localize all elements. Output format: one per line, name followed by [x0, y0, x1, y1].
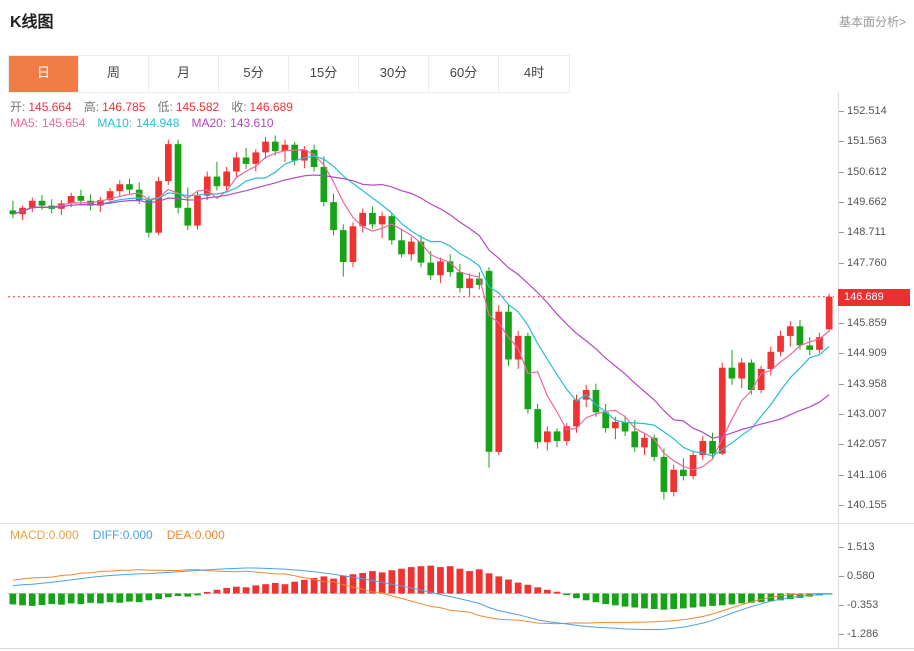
- ma10-readout: MA10: 144.948: [97, 116, 179, 130]
- tab-day[interactable]: 日: [9, 56, 79, 92]
- high-readout-value: 146.785: [102, 100, 146, 114]
- diff-readout: DIFF:0.000: [93, 528, 153, 542]
- diff-readout-label: DIFF:: [92, 528, 123, 542]
- open-readout-label: 开:: [10, 100, 26, 114]
- tab-60min[interactable]: 60分: [429, 56, 499, 92]
- open-readout-value: 145.664: [28, 100, 72, 114]
- macd-axis-label: 1.513: [839, 540, 911, 554]
- tab-4hour[interactable]: 4时: [523, 65, 545, 80]
- high-readout: 高: 146.785: [84, 100, 146, 114]
- macd-axis-label: -0.353: [839, 598, 911, 612]
- tab-30min[interactable]: 30分: [359, 56, 429, 92]
- price-axis-label: 151.563: [839, 134, 911, 148]
- price-axis-label: 143.007: [839, 407, 911, 421]
- dea-readout: DEA:0.000: [167, 528, 225, 542]
- macd-axis-label: 0.580: [839, 569, 911, 583]
- price-axis-label: 148.711: [839, 225, 911, 239]
- tab-week[interactable]: 周: [79, 56, 149, 92]
- price-axis-label: 150.612: [839, 165, 911, 179]
- dea-readout-label: DEA:: [166, 528, 195, 542]
- close-readout-label: 收:: [231, 100, 247, 114]
- tab-month[interactable]: 月: [149, 56, 219, 92]
- candlestick-chart-canvas[interactable]: [8, 96, 834, 520]
- ma-readout-row: MA5: 145.654 MA10: 144.948 MA20: 143.610: [10, 116, 286, 130]
- close-readout: 收: 146.689: [231, 100, 293, 114]
- ohlc-readout-row: 开: 145.664 高: 146.785 低: 145.582 收: 146.689: [10, 98, 305, 115]
- macd-panel: MACD:0.000 DIFF:0.000 DEA:0.000 1.513 0.580…: [0, 524, 914, 649]
- current-price-badge: 146.689: [838, 288, 910, 306]
- open-readout: 开: 145.664: [10, 100, 72, 114]
- macd-chart-canvas[interactable]: [8, 532, 834, 648]
- price-axis-label: 141.106: [839, 468, 911, 482]
- dea-readout-value: 0.000: [194, 528, 225, 542]
- macd-readout: MACD:0.000: [10, 528, 79, 542]
- main-candlestick-panel: 开: 145.664 高: 146.785 低: 145.582 收: 146.689 MA5…: [0, 92, 914, 524]
- tab-5min[interactable]: 5分: [219, 56, 289, 92]
- ma5-readout-label: MA5:: [10, 116, 39, 130]
- macd-readout-value: 0.000: [48, 528, 79, 542]
- ma5-readout: MA5: 145.654: [10, 116, 85, 130]
- price-axis-label: 152.514: [839, 104, 911, 118]
- macd-axis-label: -1.286: [839, 627, 911, 641]
- ma5-readout-value: 145.654: [42, 116, 86, 130]
- ma10-readout-label: MA10:: [97, 116, 133, 130]
- price-axis-label: 140.155: [839, 498, 911, 512]
- macd-readout-row: MACD:0.000 DIFF:0.000 DEA:0.000: [10, 528, 239, 542]
- ma20-readout-label: MA20:: [191, 116, 227, 130]
- fundamental-analysis-link[interactable]: 基本面分析>: [838, 15, 906, 29]
- low-readout-value: 145.582: [175, 100, 220, 114]
- diff-readout-value: 0.000: [122, 528, 153, 542]
- close-readout-value: 146.689: [249, 100, 293, 114]
- ma20-readout-value: 143.610: [230, 116, 274, 130]
- price-axis-label: 143.958: [839, 377, 911, 391]
- price-axis-label: 149.662: [839, 195, 911, 209]
- timeframe-tabbar: 日周月 5分 15分 30分 60分 4时: [8, 55, 570, 93]
- ma20-readout: MA20: 143.610: [191, 116, 273, 130]
- tab-15min[interactable]: 15分: [289, 56, 359, 92]
- high-readout-label: 高:: [83, 100, 100, 114]
- axis-divider-line: [838, 92, 839, 649]
- ma10-readout-value: 144.948: [136, 116, 180, 130]
- macd-readout-label: MACD:: [10, 528, 49, 542]
- price-axis-label: 142.057: [839, 437, 911, 451]
- price-axis-label: 145.859: [839, 316, 911, 330]
- low-readout-label: 低:: [157, 100, 173, 114]
- low-readout: 低: 145.582: [157, 100, 219, 114]
- price-axis-label: 144.909: [839, 346, 911, 360]
- page-title: K线图: [10, 14, 54, 31]
- price-axis-label: 147.760: [839, 256, 911, 270]
- chart-area: 开: 145.664 高: 146.785 低: 145.582 收: 146.689 MA5…: [0, 92, 914, 649]
